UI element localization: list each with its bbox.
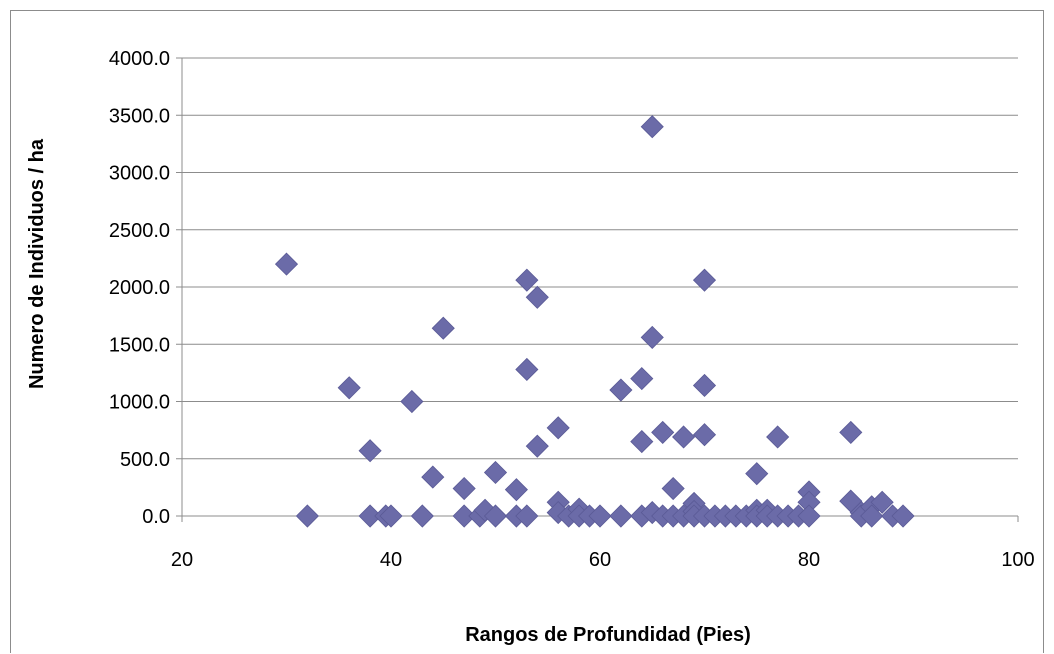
x-tick-label: 40 xyxy=(380,549,402,571)
data-point xyxy=(379,504,403,528)
data-point xyxy=(860,504,884,528)
data-point xyxy=(431,316,455,340)
data-point xyxy=(651,420,675,444)
x-tick-label: 100 xyxy=(1001,549,1034,571)
x-tick-labels: 20 40 60 80 100 xyxy=(171,549,1035,571)
data-point xyxy=(546,416,570,440)
y-tick-label: 0.0 xyxy=(142,506,170,528)
data-point xyxy=(870,490,894,514)
data-point xyxy=(630,430,654,454)
data-point xyxy=(400,389,424,414)
data-point xyxy=(410,504,434,528)
y-axis-title: Numero de Individuos / ha xyxy=(26,138,48,389)
data-point xyxy=(609,504,633,528)
y-tick-label: 3500.0 xyxy=(109,105,170,127)
data-point xyxy=(839,420,863,444)
chart-area: 0.0 500.0 1000.0 1500.0 2000.0 2500.0 3000.0 35… xyxy=(10,10,1044,653)
x-tick-label: 80 xyxy=(798,549,820,571)
y-tick-label: 2500.0 xyxy=(109,220,170,242)
y-tick-label: 500.0 xyxy=(120,449,170,471)
data-point xyxy=(337,376,361,400)
data-point xyxy=(274,252,299,276)
x-tick-label: 60 xyxy=(589,549,611,571)
data-point xyxy=(452,504,476,528)
data-point xyxy=(504,478,528,502)
data-point xyxy=(421,465,445,489)
data-point xyxy=(358,439,382,463)
data-point xyxy=(515,357,539,382)
y-tick-label: 4000.0 xyxy=(109,48,170,70)
data-point xyxy=(588,504,612,528)
y-tick-labels: 0.0 500.0 1000.0 1500.0 2000.0 2500.0 3000.0 35… xyxy=(109,48,170,528)
y-tick-label: 1000.0 xyxy=(109,392,170,414)
data-point xyxy=(630,367,654,391)
data-point xyxy=(525,285,549,309)
data-point xyxy=(483,504,508,528)
data-point xyxy=(515,268,539,292)
data-point xyxy=(692,423,717,447)
data-point xyxy=(358,504,382,528)
y-tick-label: 3000.0 xyxy=(109,163,170,185)
data-point xyxy=(483,460,508,485)
data-point xyxy=(797,504,821,528)
data-point xyxy=(692,268,717,292)
data-point xyxy=(525,434,549,458)
data-points xyxy=(274,115,915,528)
grid-lines xyxy=(182,57,1018,460)
data-point xyxy=(640,325,664,349)
data-point xyxy=(609,378,633,402)
scatter-chart: 0.0 500.0 1000.0 1500.0 2000.0 2500.0 3000.0 35… xyxy=(26,48,1035,646)
data-point xyxy=(661,476,685,501)
data-point xyxy=(515,504,539,528)
y-tick-label: 2000.0 xyxy=(109,277,170,299)
data-point xyxy=(891,504,915,528)
data-point xyxy=(452,476,476,501)
data-point xyxy=(295,504,319,528)
data-point xyxy=(672,425,696,449)
x-axis-title: Rangos de Profundidad (Pies) xyxy=(465,624,751,646)
data-point xyxy=(640,115,664,139)
axes xyxy=(176,57,1019,522)
data-point xyxy=(766,425,790,449)
data-point xyxy=(692,373,717,398)
x-tick-label: 20 xyxy=(171,549,193,571)
y-tick-label: 1500.0 xyxy=(109,334,170,356)
data-point xyxy=(745,462,769,486)
